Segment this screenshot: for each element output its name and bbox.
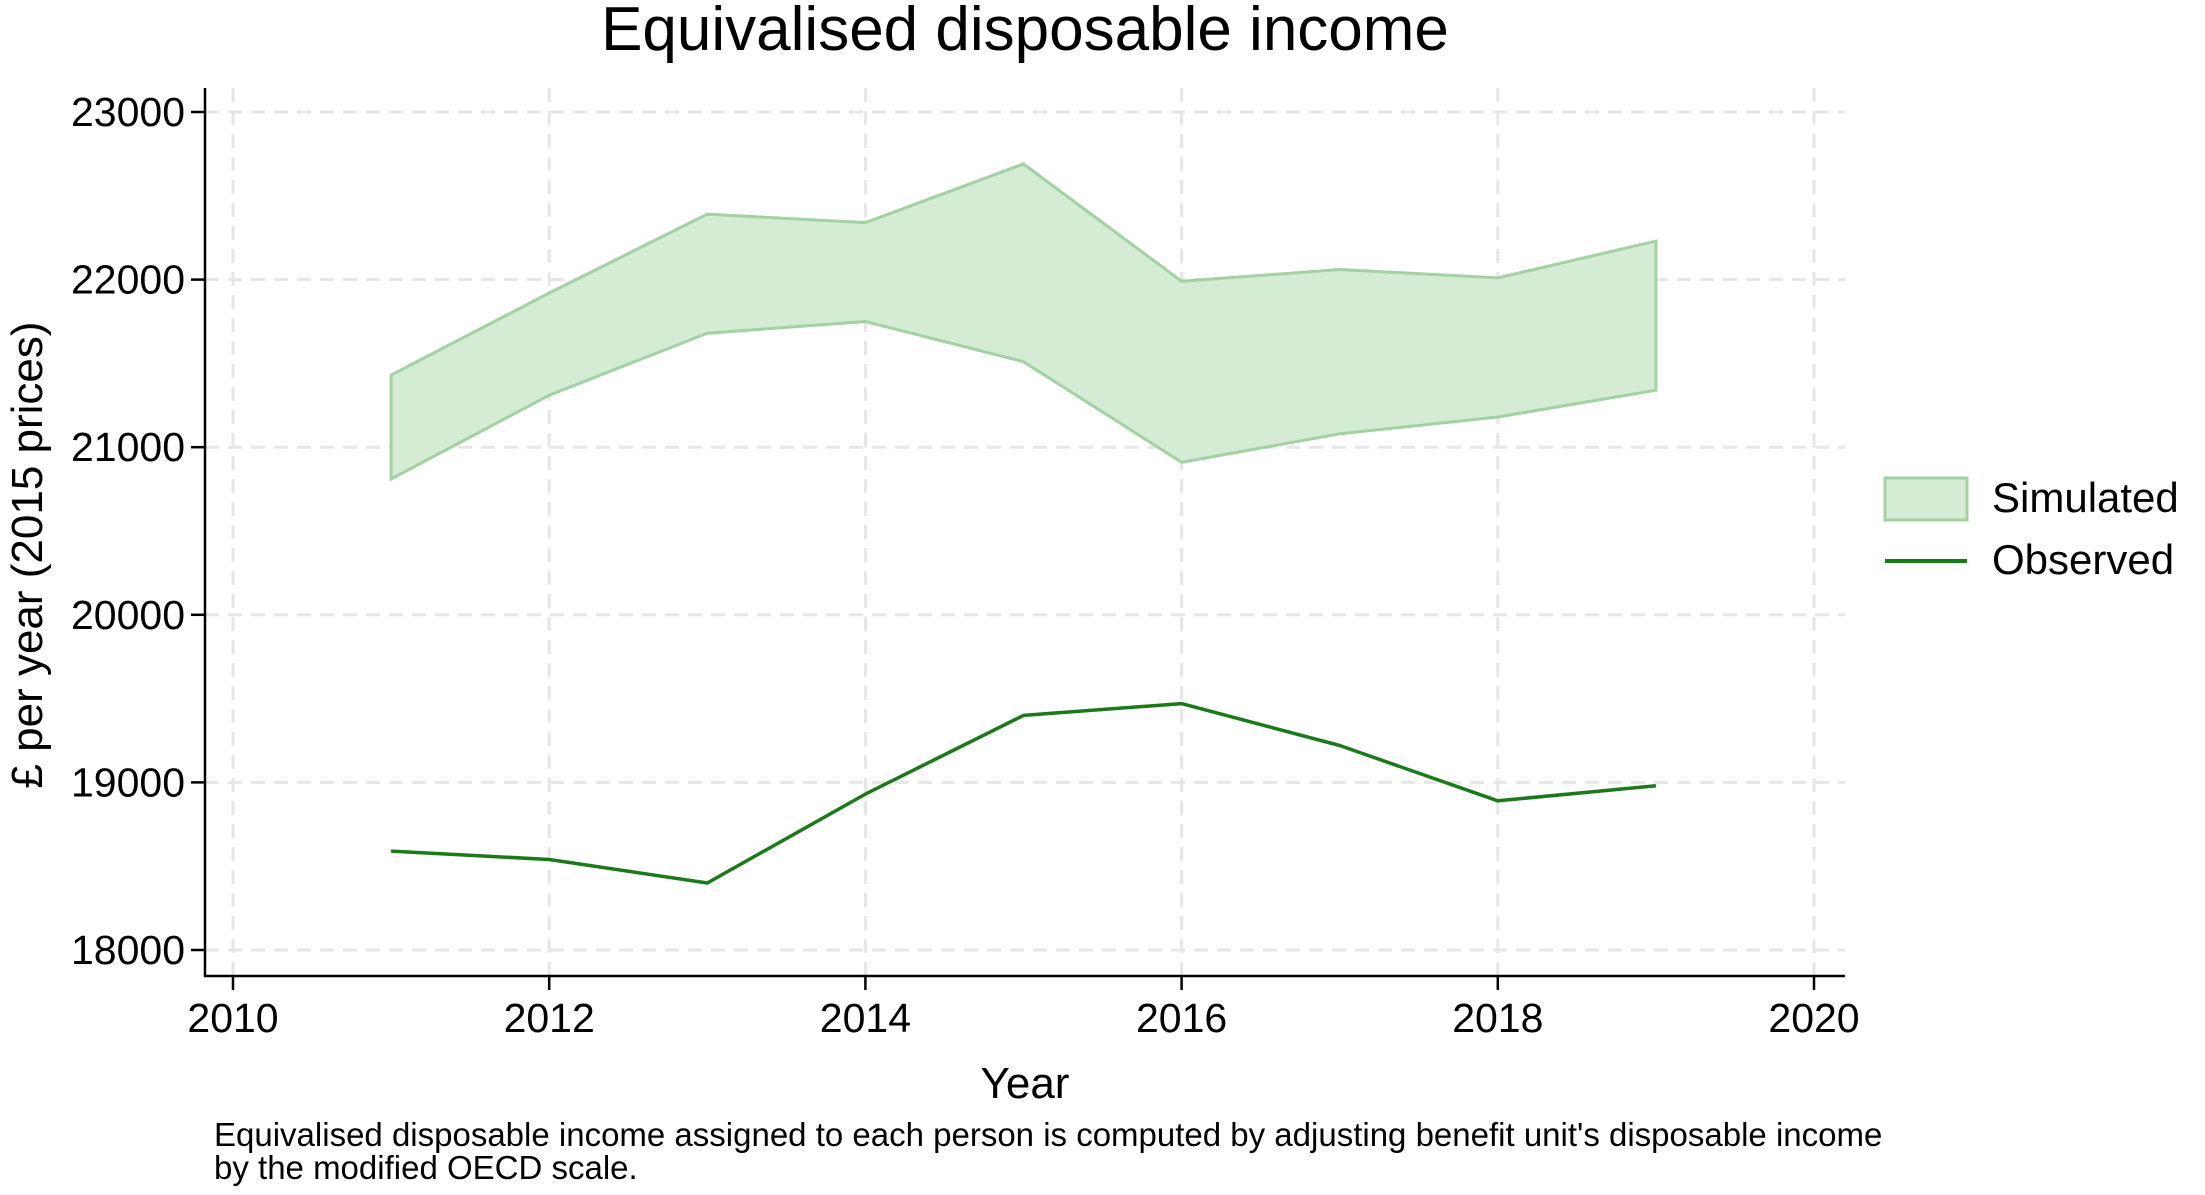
simulated-band [389,162,1658,482]
x-tick-label-2020: 2020 [1768,995,1859,1041]
figure-note-line-1: Equivalised disposable income assigned t… [214,1116,1883,1153]
chart-title: Equivalised disposable income [601,0,1449,64]
x-tick-label-2014: 2014 [820,995,911,1041]
grid [205,88,1845,976]
y-axis-title: £ per year (2015 prices) [3,321,52,788]
figure-note: Equivalised disposable income assigned t… [214,1118,2194,1184]
series-layer [389,162,1658,885]
legend: Simulated Observed [1883,474,2179,583]
y-tick-label-21000: 21000 [71,424,185,470]
axes: 18000 19000 20000 21000 22000 23000 2010 2012 20… [71,88,1860,1041]
x-tick-label-2016: 2016 [1136,995,1227,1041]
legend-simulated-swatch [1883,476,1969,522]
x-tick-label-2012: 2012 [504,995,595,1041]
y-tick-label-22000: 22000 [71,257,185,303]
legend-simulated-label: Simulated [1992,474,2179,521]
x-axis-title: Year [981,1059,1070,1108]
figure-note-line-2: by the modified OECD scale. [214,1149,638,1186]
legend-observed-label: Observed [1992,536,2174,583]
y-tick-label-18000: 18000 [71,927,185,973]
observed-line [391,701,1657,885]
y-tick-label-19000: 19000 [71,759,185,805]
y-tick-label-20000: 20000 [71,592,185,638]
x-tick-label-2018: 2018 [1452,995,1543,1041]
y-tick-label-23000: 23000 [71,89,185,135]
x-tick-label-2010: 2010 [187,995,278,1041]
